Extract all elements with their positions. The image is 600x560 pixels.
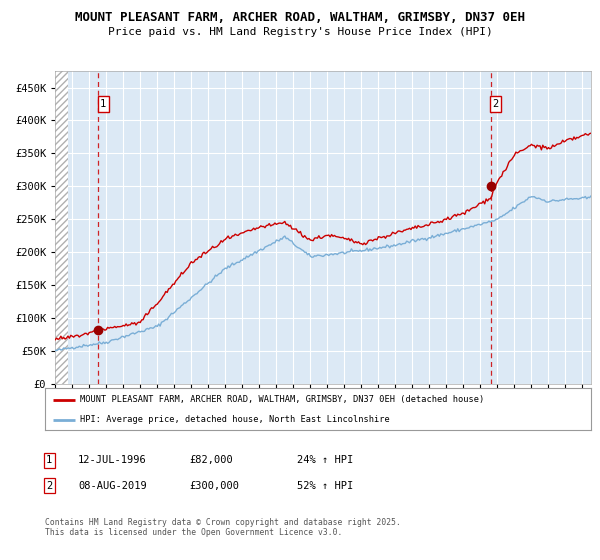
Text: 2: 2 [46, 480, 52, 491]
Text: MOUNT PLEASANT FARM, ARCHER ROAD, WALTHAM, GRIMSBY, DN37 0EH (detached house): MOUNT PLEASANT FARM, ARCHER ROAD, WALTHA… [80, 395, 485, 404]
Text: 1: 1 [46, 455, 52, 465]
Text: 1: 1 [100, 99, 106, 109]
Text: MOUNT PLEASANT FARM, ARCHER ROAD, WALTHAM, GRIMSBY, DN37 0EH: MOUNT PLEASANT FARM, ARCHER ROAD, WALTHA… [75, 11, 525, 24]
Text: 12-JUL-1996: 12-JUL-1996 [78, 455, 147, 465]
Text: 2: 2 [493, 99, 499, 109]
Text: Price paid vs. HM Land Registry's House Price Index (HPI): Price paid vs. HM Land Registry's House … [107, 27, 493, 37]
Text: £82,000: £82,000 [189, 455, 233, 465]
Text: £300,000: £300,000 [189, 480, 239, 491]
Text: Contains HM Land Registry data © Crown copyright and database right 2025.
This d: Contains HM Land Registry data © Crown c… [45, 518, 401, 538]
Text: 24% ↑ HPI: 24% ↑ HPI [297, 455, 353, 465]
Text: 08-AUG-2019: 08-AUG-2019 [78, 480, 147, 491]
Bar [55, 71, 68, 384]
Text: HPI: Average price, detached house, North East Lincolnshire: HPI: Average price, detached house, Nort… [80, 415, 390, 424]
Text: 52% ↑ HPI: 52% ↑ HPI [297, 480, 353, 491]
